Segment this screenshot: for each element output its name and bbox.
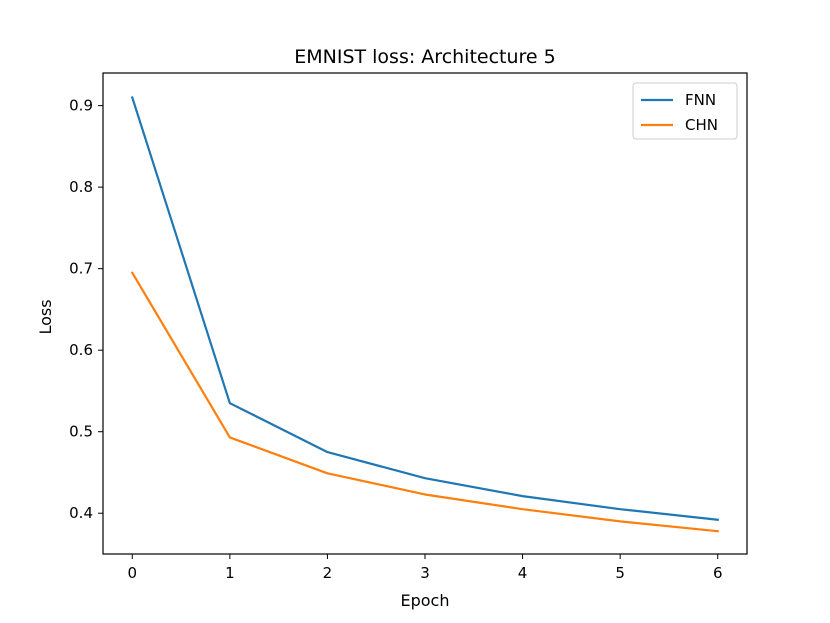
x-tick-label: 3 [420,564,430,582]
y-axis: 0.4 0.5 0.6 0.7 0.8 0.9 [69,97,103,522]
y-tick-label: 0.7 [69,260,93,278]
legend-label-fnn: FNN [685,91,716,109]
x-tick-label: 2 [323,564,333,582]
series-lines [130,96,719,533]
y-tick-label: 0.8 [69,178,93,196]
y-tick-label: 0.5 [69,423,93,441]
x-tick-label: 5 [615,564,625,582]
series-line-chn [130,271,719,533]
x-axis: 0 1 2 3 4 5 6 [127,554,723,582]
y-tick-label: 0.6 [69,341,93,359]
series-line-fnn [130,96,719,521]
x-tick-label: 1 [225,564,235,582]
y-axis-label: Loss [36,299,55,334]
y-tick-label: 0.9 [69,97,93,115]
x-tick-label: 6 [713,564,723,582]
legend-label-chn: CHN [685,116,718,134]
x-tick-label: 0 [127,564,137,582]
x-axis-label: Epoch [401,591,450,610]
chart-title: EMNIST loss: Architecture 5 [294,46,556,68]
legend: FNN CHN [632,82,738,140]
x-tick-label: 4 [518,564,528,582]
y-tick-label: 0.4 [69,504,93,522]
